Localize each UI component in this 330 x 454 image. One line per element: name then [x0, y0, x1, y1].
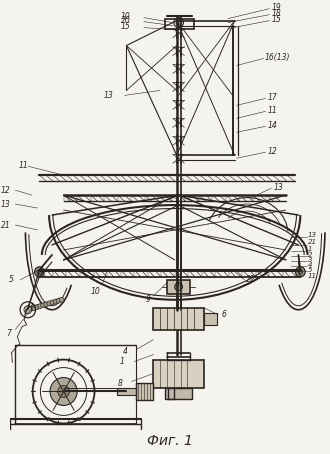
Circle shape	[56, 298, 61, 303]
Text: 5: 5	[308, 267, 313, 273]
FancyBboxPatch shape	[136, 383, 153, 400]
Text: 7: 7	[7, 329, 12, 338]
Text: 20: 20	[120, 16, 130, 25]
Circle shape	[47, 301, 52, 306]
Text: Фиг. 1: Фиг. 1	[147, 434, 193, 449]
Circle shape	[58, 385, 69, 397]
Text: 17: 17	[268, 93, 277, 102]
Text: 1: 1	[308, 246, 313, 252]
Circle shape	[41, 303, 46, 308]
Text: 1: 1	[119, 357, 124, 366]
Circle shape	[298, 269, 303, 274]
Circle shape	[174, 18, 183, 28]
Text: 9: 9	[146, 295, 150, 304]
Text: 13: 13	[308, 232, 317, 238]
Circle shape	[295, 267, 305, 277]
Text: 18: 18	[271, 9, 281, 18]
Circle shape	[175, 283, 182, 291]
FancyBboxPatch shape	[204, 313, 217, 325]
Text: 8: 8	[118, 379, 122, 388]
Text: 15: 15	[271, 15, 281, 24]
Text: 11: 11	[268, 106, 277, 115]
Text: 15: 15	[120, 22, 130, 31]
Text: 16(13): 16(13)	[265, 53, 290, 62]
Text: 12: 12	[1, 186, 11, 195]
Circle shape	[25, 307, 30, 312]
Text: 4: 4	[308, 262, 313, 268]
Text: 12: 12	[268, 147, 277, 156]
Text: 19: 19	[271, 3, 281, 12]
Circle shape	[32, 306, 36, 311]
Circle shape	[35, 305, 40, 310]
Text: 22: 22	[246, 275, 256, 284]
Circle shape	[53, 299, 58, 304]
Text: 5: 5	[9, 275, 13, 284]
Circle shape	[176, 20, 181, 25]
Text: 10: 10	[120, 12, 130, 21]
Text: 11: 11	[18, 161, 28, 170]
Circle shape	[59, 297, 64, 302]
Circle shape	[35, 267, 44, 277]
Text: 11: 11	[308, 273, 317, 279]
Text: 2: 2	[308, 252, 313, 258]
Circle shape	[28, 306, 33, 311]
Circle shape	[50, 378, 77, 405]
Text: 21: 21	[308, 239, 317, 245]
Circle shape	[24, 306, 32, 314]
Text: 21: 21	[1, 221, 11, 230]
Circle shape	[44, 302, 49, 307]
FancyBboxPatch shape	[153, 308, 204, 330]
Text: 13: 13	[104, 91, 114, 100]
Text: 13: 13	[1, 200, 11, 208]
FancyBboxPatch shape	[117, 388, 138, 395]
FancyBboxPatch shape	[153, 360, 204, 388]
Circle shape	[38, 304, 43, 309]
Text: 13: 13	[273, 183, 283, 192]
Circle shape	[37, 269, 42, 274]
Circle shape	[50, 300, 55, 305]
Text: 3: 3	[308, 257, 313, 263]
Text: 10: 10	[91, 287, 100, 296]
FancyBboxPatch shape	[167, 280, 190, 294]
FancyBboxPatch shape	[165, 388, 192, 400]
Text: 14: 14	[268, 121, 277, 130]
Text: 4: 4	[122, 347, 127, 356]
Text: 6: 6	[221, 310, 226, 319]
